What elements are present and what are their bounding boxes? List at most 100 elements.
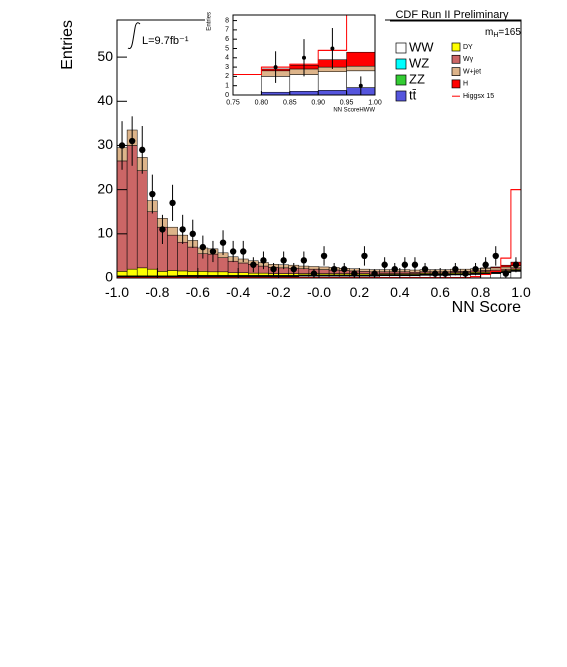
data-point: [341, 265, 348, 273]
bar-segment: [500, 264, 512, 268]
legend-label: WW: [409, 39, 434, 54]
data-point: [273, 65, 278, 70]
data-point: [159, 226, 166, 233]
data-point: [302, 55, 306, 60]
bar-segment: [490, 266, 502, 269]
bar-segment: [258, 272, 269, 276]
x-axis-label: NN Score: [452, 299, 521, 316]
bar-segment: [346, 51, 376, 67]
data-point: [502, 270, 510, 277]
lumi-label: L=9.7fb⁻¹: [142, 35, 189, 47]
y-tick-label: 30: [97, 136, 113, 152]
data-point: [411, 261, 419, 268]
y-tick-label: 6: [225, 36, 229, 43]
data-point: [442, 270, 449, 277]
legend-swatch: [451, 54, 461, 64]
data-point: [371, 270, 378, 277]
data-point: [472, 265, 479, 273]
x-tick-label: 0.8: [471, 284, 491, 300]
bar-segment: [308, 266, 320, 270]
x-tick-label: -0.8: [145, 284, 169, 300]
y-tick-label: 40: [97, 92, 113, 108]
bar-segment: [298, 268, 310, 274]
x-tick-label: 0.85: [283, 100, 297, 107]
y-tick-label: 50: [97, 48, 113, 64]
bar-segment: [346, 65, 376, 72]
x-tick-label: 1.0: [511, 284, 531, 300]
x-tick-label: 0.2: [350, 284, 370, 300]
x-tick-label: 0.4: [390, 284, 410, 300]
x-tick-label: 1.00: [368, 100, 382, 107]
x-tick-label: -0.4: [226, 284, 250, 300]
data-point: [358, 83, 363, 88]
legend-label: Wγ: [463, 56, 474, 63]
chart-title: CDF Run II Preliminary: [395, 9, 509, 21]
y-tick-label: 2: [225, 73, 229, 80]
integral-sign: [127, 22, 141, 49]
x-tick-label: -1.0: [105, 284, 129, 300]
bar-segment: [237, 262, 249, 273]
data-point: [300, 257, 308, 264]
legend-swatch: [395, 90, 407, 102]
x-tick-label: 0.80: [255, 100, 269, 107]
legend-label: tt̄: [409, 87, 417, 102]
bar-segment: [147, 211, 158, 270]
bar-segment: [217, 271, 229, 276]
bar-segment: [490, 267, 502, 271]
data-point: [330, 265, 338, 273]
legend: CDF Run II PreliminarymH=165WWWZZZtt̄DYW…: [390, 9, 521, 107]
legend-swatch: [395, 58, 407, 70]
y-tick-label: 10: [97, 225, 113, 241]
bar-segment: [177, 270, 188, 276]
data-point: [250, 261, 257, 268]
bar-segment: [510, 271, 522, 279]
legend-label: DY: [463, 44, 473, 51]
data-point: [260, 257, 267, 264]
bar-segment: [359, 268, 370, 272]
bar-segment: [136, 267, 148, 277]
data-point: [391, 265, 398, 273]
bar-segment: [177, 241, 188, 272]
data-point: [361, 252, 368, 260]
data-point: [270, 265, 277, 273]
data-point: [179, 226, 186, 233]
x-tick-label: -0.2: [267, 284, 291, 300]
data-point: [351, 270, 358, 277]
mass-label: mH=165: [485, 27, 521, 39]
y-tick-label: 3: [225, 64, 229, 71]
data-point: [492, 252, 499, 260]
data-point: [169, 199, 176, 207]
bar-segment: [227, 260, 239, 273]
data-point: [320, 252, 328, 260]
y-tick-label: 20: [97, 180, 113, 196]
bar-segment: [217, 257, 229, 273]
legend-label: H: [463, 81, 468, 88]
bar-segment: [116, 160, 128, 272]
bar-segment: [197, 271, 209, 276]
legend-label: W+jet: [463, 68, 481, 75]
bar-segment: [167, 226, 178, 236]
data-point: [401, 261, 409, 268]
data-point: [512, 261, 520, 268]
data-point: [381, 261, 388, 268]
bar-segment: [359, 271, 370, 274]
bar-segment: [167, 234, 178, 271]
bar-segment: [227, 272, 239, 276]
legend-label: Higgsx 15: [463, 93, 494, 100]
y-tick-label: 7: [225, 27, 229, 34]
mass-symbol: m: [485, 27, 493, 38]
plot-frame: [232, 14, 376, 96]
data-point: [421, 265, 429, 273]
bar-segment: [278, 273, 289, 276]
legend-label: WZ: [409, 55, 429, 70]
mass-value: =165: [498, 27, 521, 38]
data-point: [452, 265, 459, 273]
bar-segment: [318, 266, 330, 270]
bar-segment: [289, 74, 319, 92]
data-point: [330, 46, 335, 51]
x-tick-label: 0.75: [226, 100, 240, 107]
bar-segment: [237, 272, 249, 276]
bar-segment: [187, 271, 199, 276]
